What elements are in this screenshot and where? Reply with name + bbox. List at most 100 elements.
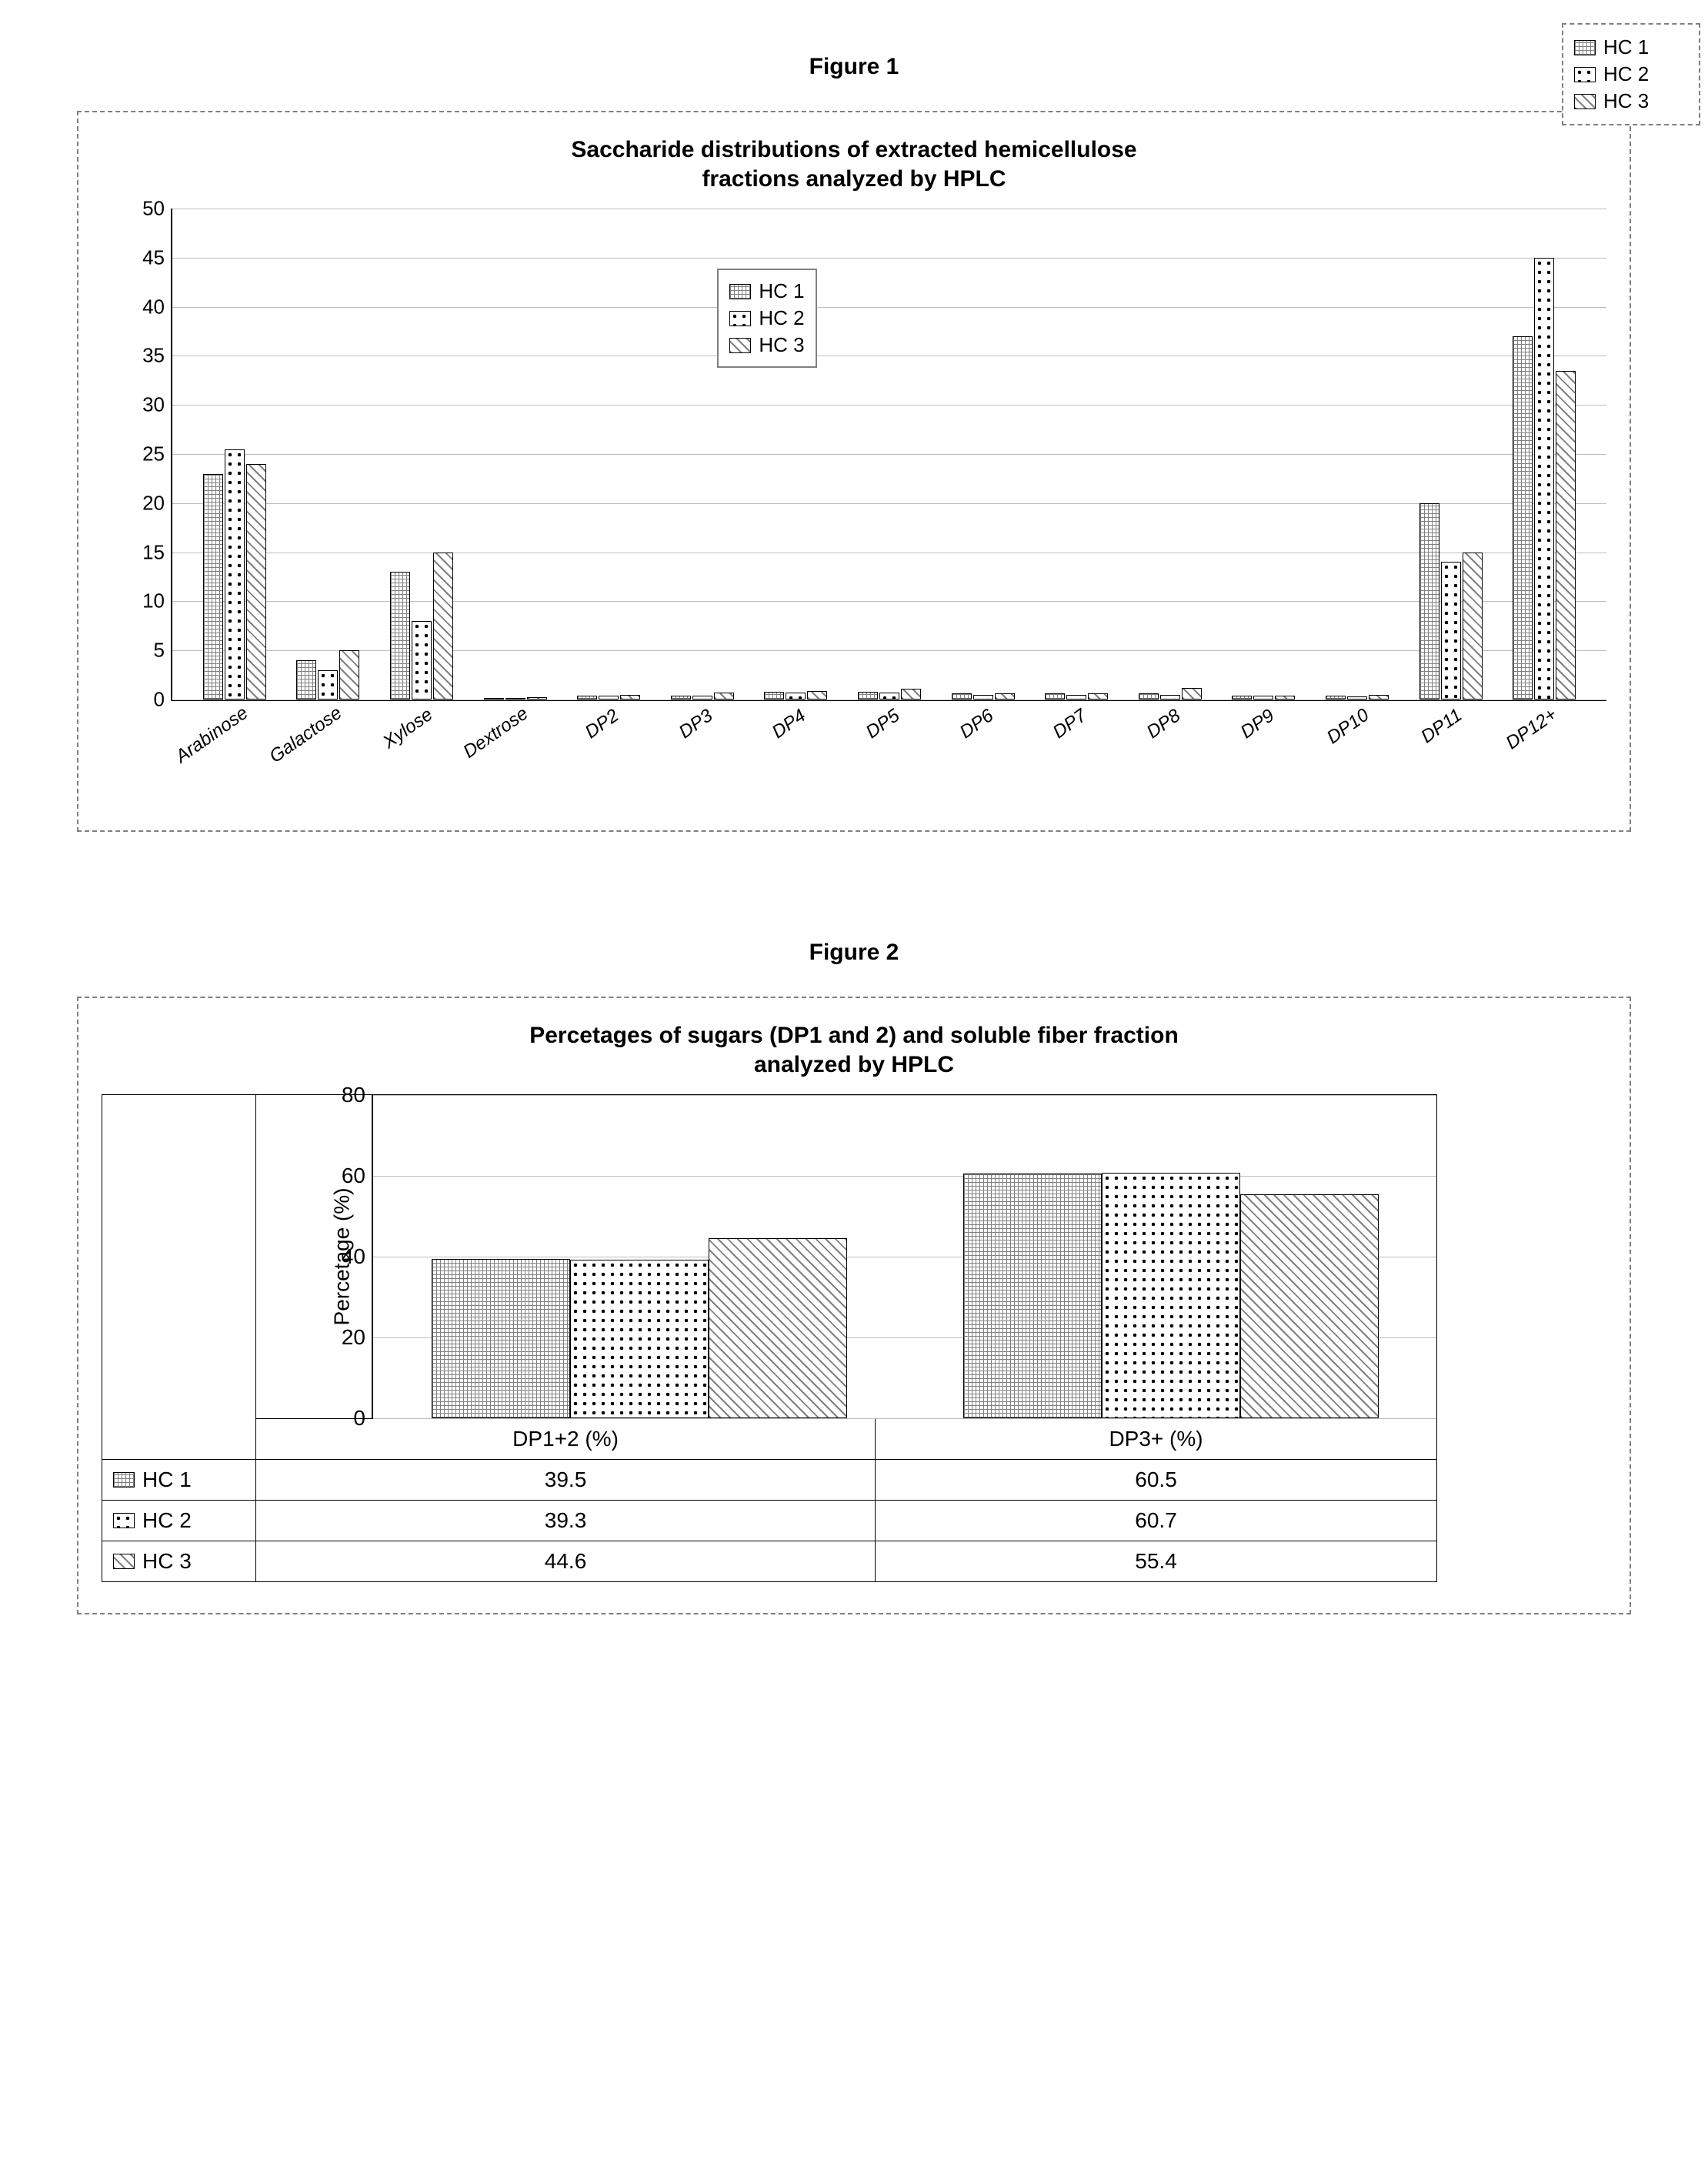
- chart1-bar: [692, 696, 712, 700]
- chart1-xlabel: DP8: [1143, 705, 1185, 743]
- chart1-ytick: 10: [118, 589, 165, 613]
- legend-label: HC 2: [1603, 62, 1649, 86]
- chart2-ytick: 60: [327, 1164, 365, 1188]
- table-cell: 55.4: [876, 1541, 1437, 1582]
- chart1-bar: [1419, 503, 1439, 700]
- chart1-bar: [620, 695, 640, 700]
- chart1-xlabel: DP2: [581, 705, 622, 743]
- chart2-plot-row: Percetage (%) 020406080 HC 1HC 2HC 3: [102, 1095, 1437, 1419]
- table-row: HC 344.655.4: [102, 1541, 1437, 1582]
- chart1-bar: [973, 695, 993, 700]
- chart1-bar: [1182, 688, 1202, 700]
- chart1-group: [282, 209, 375, 700]
- chart1-bar: [858, 692, 878, 700]
- table-row-head: HC 2: [102, 1501, 256, 1541]
- chart2-title-line2: analyzed by HPLC: [754, 1052, 954, 1077]
- chart1-group: [1310, 209, 1404, 700]
- chart1-xcell: DP4: [748, 707, 842, 800]
- chart1-xcell: Arabinose: [186, 707, 280, 800]
- chart1-xcell: DP7: [1029, 707, 1123, 800]
- chart1-xcell: DP9: [1216, 707, 1310, 800]
- chart1-legend-row: HC 1: [729, 279, 804, 303]
- chart1-group: [1029, 209, 1123, 700]
- chart1-group: [1217, 209, 1311, 700]
- chart1-bar: [714, 693, 734, 700]
- chart1-bar: [671, 696, 691, 700]
- table-cell: 60.7: [876, 1501, 1437, 1541]
- chart1-xlabel: Dextrose: [459, 703, 532, 763]
- chart1-xcell: Galactose: [280, 707, 374, 800]
- chart1-xlabel: DP3: [675, 705, 716, 743]
- chart1-xcell: DP2: [561, 707, 655, 800]
- legend-swatch-icon: [113, 1554, 135, 1569]
- chart1-group: [562, 209, 656, 700]
- chart2-ytick: 80: [327, 1083, 365, 1107]
- chart1-xcell: DP10: [1310, 707, 1404, 800]
- chart1-ytick: 20: [118, 491, 165, 515]
- chart1-title-line1: Saccharide distributions of extracted he…: [571, 137, 1136, 162]
- figure-2-label: Figure 2: [31, 940, 1677, 966]
- chart1-ytick: 15: [118, 540, 165, 564]
- chart1-bar: [505, 698, 525, 700]
- chart1-bar: [527, 697, 547, 700]
- legend-swatch-icon: [1574, 67, 1596, 82]
- chart1-group: [1404, 209, 1498, 700]
- legend-label: HC 2: [759, 306, 804, 330]
- chart2-bar: [570, 1260, 709, 1418]
- chart1-xlabel: DP10: [1323, 705, 1373, 749]
- table-row-name: HC 3: [142, 1549, 192, 1574]
- legend-label: HC 3: [759, 333, 804, 357]
- chart1-xlabel: DP9: [1237, 705, 1279, 743]
- chart1-bar: [1441, 562, 1461, 700]
- legend-swatch-icon: [729, 338, 751, 353]
- chart2-group: [373, 1095, 905, 1418]
- chart2-ytick: 0: [327, 1406, 365, 1431]
- chart1-legend: HC 1 HC 2 HC 3: [717, 269, 816, 368]
- chart1-xlabel: DP7: [1049, 705, 1091, 743]
- table-row-head: HC 3: [102, 1541, 256, 1582]
- chart2-title: Percetages of sugars (DP1 and 2) and sol…: [102, 1021, 1606, 1079]
- chart2-bar: [963, 1174, 1102, 1418]
- table-cell: 39.5: [256, 1460, 876, 1501]
- chart2-ytick: 20: [327, 1325, 365, 1350]
- chart2-bar: [1240, 1194, 1379, 1418]
- chart2-wrap: Percetage (%) 020406080: [256, 1095, 1436, 1418]
- chart2-table: Percetage (%) 020406080 HC 1HC 2HC 3 DP1…: [102, 1094, 1437, 1582]
- chart2-legend: HC 1HC 2HC 3: [1562, 23, 1700, 125]
- chart1-ytick: 30: [118, 393, 165, 417]
- legend-swatch-icon: [1574, 94, 1596, 109]
- chart1-bar: [1088, 693, 1108, 700]
- chart1-bar: [879, 693, 899, 700]
- chart1-bar: [764, 692, 784, 700]
- chart1-bar: [339, 650, 359, 700]
- chart1-xcell: DP11: [1404, 707, 1498, 800]
- legend-swatch-icon: [1574, 40, 1596, 55]
- figure-2-panel: Percetages of sugars (DP1 and 2) and sol…: [77, 997, 1631, 1614]
- table-row: HC 2 39.360.7: [102, 1501, 1437, 1541]
- chart1-legend-row: HC 2: [729, 306, 804, 330]
- chart1-ytick: 0: [118, 688, 165, 712]
- chart1-bar: [246, 464, 266, 700]
- chart1-bar: [225, 449, 245, 700]
- table-row: HC 139.560.5: [102, 1460, 1437, 1501]
- legend-label: HC 1: [759, 279, 804, 303]
- chart1-bar: [952, 693, 972, 700]
- chart1-bar: [1232, 696, 1252, 700]
- chart1-xlabels: ArabinoseGalactoseXyloseDextroseDP2DP3DP…: [171, 707, 1606, 800]
- legend-swatch-icon: [113, 1513, 135, 1528]
- chart1-bar: [1534, 258, 1554, 700]
- table-cell: 39.3: [256, 1501, 876, 1541]
- chart1-bar: [901, 689, 921, 700]
- chart1-bar: [296, 660, 316, 700]
- chart1-xcell: DP12+: [1497, 707, 1591, 800]
- chart1-group: [1497, 209, 1591, 700]
- table-row-name: HC 2: [142, 1508, 192, 1533]
- chart1-xcell: Xylose: [373, 707, 467, 800]
- chart1-group: [936, 209, 1030, 700]
- chart1-bar: [484, 698, 504, 700]
- chart1-group: [375, 209, 469, 700]
- figure-1-label: Figure 1: [31, 54, 1677, 80]
- chart1-group: [188, 209, 282, 700]
- chart1-ytick: 25: [118, 442, 165, 466]
- chart2-bar: [709, 1238, 847, 1418]
